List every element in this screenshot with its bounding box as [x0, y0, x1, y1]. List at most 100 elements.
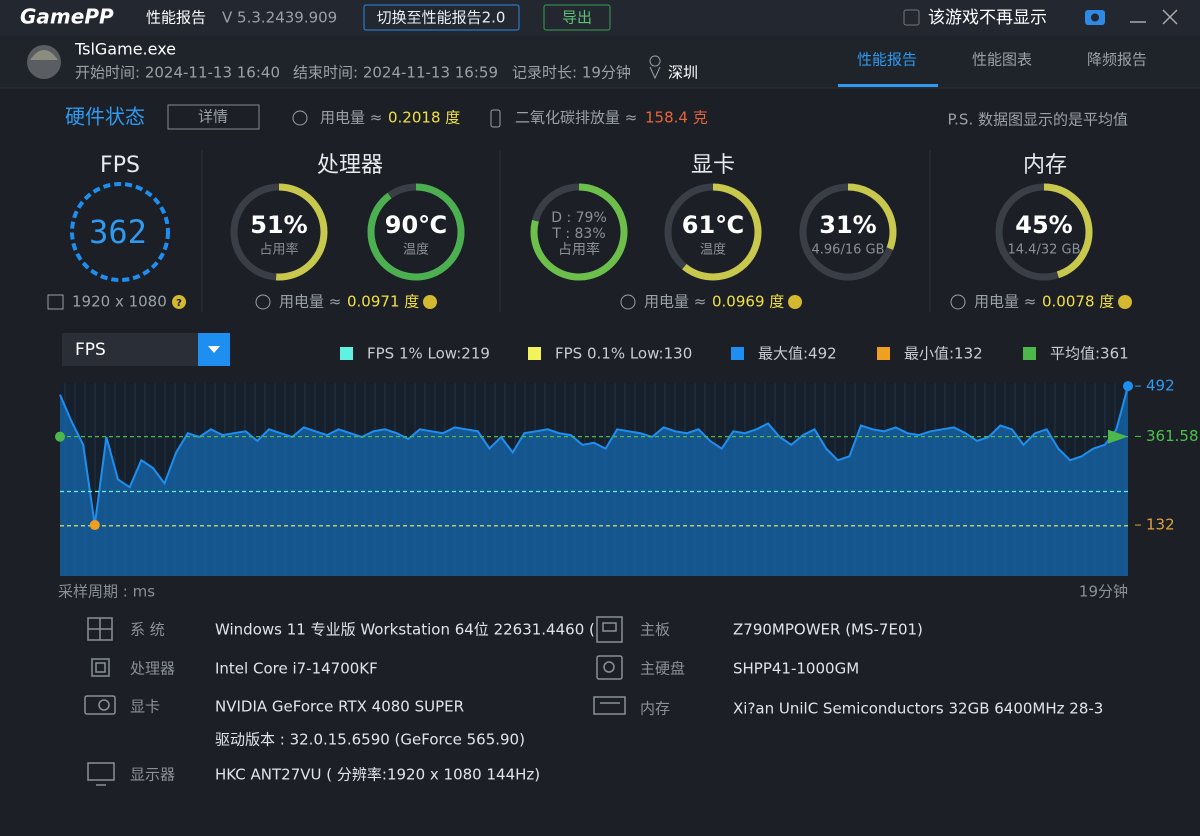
info-value: NVIDIA GeForce RTX 4080 SUPER — [215, 698, 464, 716]
export-button[interactable] — [543, 4, 611, 31]
co2-icon — [490, 109, 501, 128]
gauge-arc — [1043, 183, 1093, 279]
tab[interactable]: 性能报告 — [857, 51, 917, 69]
camera-icon[interactable] — [1085, 10, 1105, 25]
duration: 记录时长: 19分钟 — [512, 64, 631, 82]
gauge-caption: 温度 — [403, 242, 429, 258]
gauge-caption: 温度 — [700, 242, 726, 258]
y-tick-label: 132 — [1146, 516, 1175, 534]
end-time: 结束时间: 2024-11-13 16:59 — [293, 64, 498, 82]
gauge-caption: T : 83% — [551, 226, 605, 242]
gauge-caption: 4.96/16 GB — [812, 243, 885, 258]
co2-label: 二氧化碳排放量 ≈ — [515, 109, 637, 127]
power-value: 0.2018 度 — [388, 109, 460, 127]
gauge-value: 90℃ — [385, 211, 447, 239]
legend-label: 最大值:492 — [758, 345, 837, 363]
export-button-label[interactable]: 导出 — [562, 9, 592, 27]
info-value: Z790MPOWER (MS-7E01) — [733, 621, 923, 639]
co2-value: 158.4 克 — [645, 109, 708, 127]
help-icon[interactable]: ? — [172, 295, 186, 309]
info-value: HKC ANT27VU ( 分辨率:1920 x 1080 144Hz) — [215, 766, 540, 784]
power-label: 用电量 ≈ — [644, 293, 706, 311]
gauge-arc — [530, 183, 628, 281]
info-icons — [84, 616, 626, 786]
power-icon — [255, 294, 271, 310]
resolution: 1920 x 1080 — [72, 293, 167, 311]
power-label: 用电量 ≈ — [279, 293, 341, 311]
y-tick-label: 361.58 — [1146, 427, 1199, 445]
info-value: Xi?an UnilC Semiconductors 32GB 6400MHz … — [733, 700, 1103, 718]
active-tab-indicator — [838, 84, 938, 87]
svg-text:?: ? — [176, 298, 182, 309]
extreme-marker — [89, 520, 100, 531]
tab[interactable]: 性能图表 — [972, 51, 1032, 69]
version: V 5.3.2439.909 — [222, 9, 337, 27]
panel-title: FPS — [100, 153, 140, 178]
window-title: 性能报告 — [146, 9, 206, 27]
details-button-label[interactable]: 详情 — [198, 108, 228, 126]
session-bar — [0, 36, 1200, 88]
gauge-arc — [847, 183, 897, 250]
legend-swatch — [340, 347, 353, 360]
average-marker — [55, 431, 65, 442]
chart-selector-label[interactable]: FPS — [75, 340, 106, 360]
location-icon — [649, 55, 661, 80]
info-value: Windows 11 专业版 Workstation 64位 22631.446… — [215, 621, 595, 639]
power-value: 0.0969 度 — [712, 293, 784, 311]
power-icon — [950, 294, 966, 310]
location: 深圳 — [668, 64, 698, 82]
panel-title: 内存 — [1023, 153, 1067, 178]
resolution-icon — [47, 294, 64, 310]
fps-line — [59, 385, 1129, 526]
legend-swatch — [877, 347, 890, 360]
gauge-caption: 占用率 — [558, 241, 600, 258]
gauge-value: 31% — [819, 211, 876, 239]
dropdown-arrow[interactable] — [208, 346, 220, 353]
info-label: 主硬盘 — [640, 660, 685, 678]
start-time: 开始时间: 2024-11-13 16:40 — [75, 64, 280, 82]
x-axis-end-label: 19分钟 — [1079, 583, 1128, 601]
checkbox-label[interactable]: 该游戏不再显示 — [928, 8, 1047, 28]
close-button[interactable] — [1162, 9, 1178, 25]
y-tick-label: 492 — [1146, 377, 1175, 395]
game-avatar-helmet — [30, 50, 58, 60]
legend-label: 平均值:361 — [1050, 345, 1129, 363]
gauge-caption: 占用率 — [259, 242, 298, 258]
switch-button[interactable] — [363, 4, 520, 31]
details-button[interactable] — [167, 104, 260, 130]
legend-swatch — [528, 347, 541, 360]
fps-value: 362 — [89, 213, 147, 251]
power-label: 用电量 ≈ — [320, 109, 382, 127]
info-extra: 驱动版本 : 32.0.15.6590 (GeForce 565.90) — [215, 731, 525, 749]
extreme-marker — [1123, 381, 1133, 392]
power-icon — [292, 110, 308, 126]
gauge-value: 51% — [250, 211, 307, 239]
info-label: 显示器 — [130, 766, 175, 784]
gauge-caption: D : 79% — [551, 210, 607, 226]
tab[interactable]: 降频报告 — [1087, 51, 1147, 69]
fps-ring — [70, 182, 170, 282]
info-value: SHPP41-1000GM — [733, 660, 859, 678]
power-label: 用电量 ≈ — [974, 293, 1036, 311]
info-label: 处理器 — [130, 660, 175, 678]
gauge-arc — [275, 183, 328, 281]
note: P.S. 数据图显示的是平均值 — [947, 111, 1128, 129]
checkbox[interactable] — [903, 9, 920, 26]
game-avatar — [27, 45, 61, 79]
fps-area — [60, 386, 1128, 576]
process-name: TslGame.exe — [74, 40, 176, 59]
info-label: 内存 — [640, 700, 670, 718]
info-label: 显卡 — [130, 698, 160, 716]
average-arrow — [1108, 429, 1128, 444]
panel-title: 处理器 — [317, 153, 383, 178]
gauge-arc — [682, 183, 762, 281]
section-title: 硬件状态 — [65, 105, 145, 129]
gauge-caption: 14.4/32 GB — [1008, 243, 1081, 258]
power-icon — [620, 294, 636, 310]
switch-button-label[interactable]: 切换至性能报告2.0 — [377, 9, 506, 27]
legend-label: FPS 0.1% Low:130 — [555, 345, 692, 363]
power-value: 0.0971 度 — [347, 293, 419, 311]
legend-label: 最小值:132 — [904, 345, 983, 363]
